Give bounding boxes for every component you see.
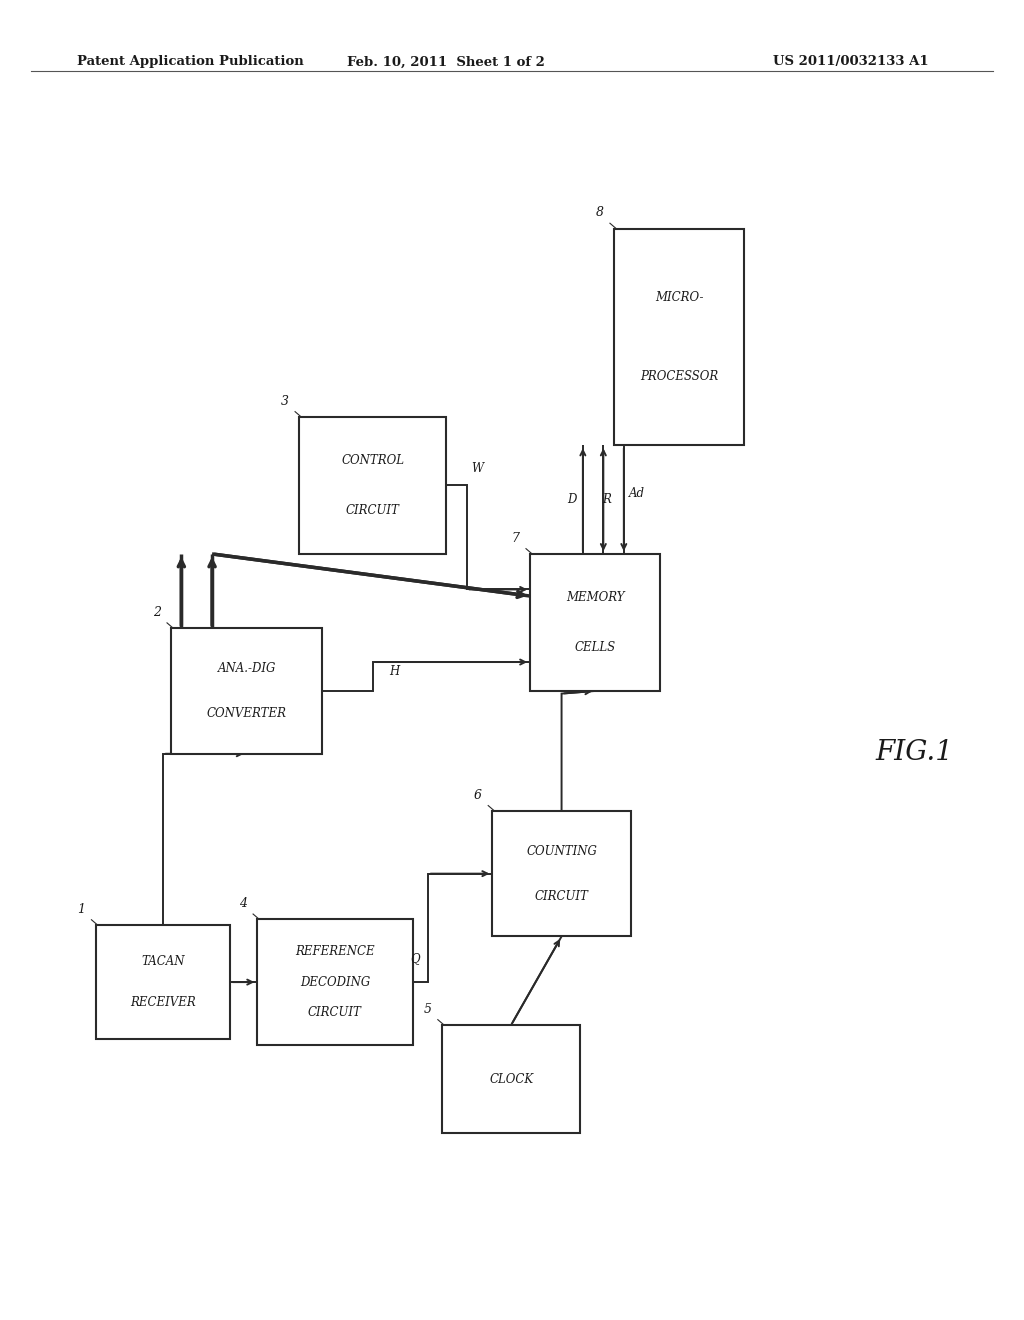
Text: Q: Q bbox=[410, 952, 420, 965]
FancyBboxPatch shape bbox=[530, 554, 660, 690]
Text: DECODING: DECODING bbox=[300, 975, 370, 989]
Text: CIRCUIT: CIRCUIT bbox=[308, 1006, 361, 1019]
Text: TACAN: TACAN bbox=[141, 956, 184, 968]
Text: 1: 1 bbox=[77, 903, 85, 916]
Text: ANA.-DIG: ANA.-DIG bbox=[217, 661, 275, 675]
Text: REFERENCE: REFERENCE bbox=[295, 945, 375, 958]
Text: 2: 2 bbox=[153, 606, 161, 619]
FancyBboxPatch shape bbox=[493, 810, 631, 936]
Text: W: W bbox=[472, 462, 483, 475]
Text: US 2011/0032133 A1: US 2011/0032133 A1 bbox=[773, 55, 929, 69]
Text: CONTROL: CONTROL bbox=[341, 454, 404, 467]
Text: Feb. 10, 2011  Sheet 1 of 2: Feb. 10, 2011 Sheet 1 of 2 bbox=[346, 55, 545, 69]
Text: CIRCUIT: CIRCUIT bbox=[535, 890, 589, 903]
Text: MICRO-: MICRO- bbox=[655, 292, 703, 305]
FancyBboxPatch shape bbox=[299, 417, 446, 554]
Text: 8: 8 bbox=[596, 206, 604, 219]
Text: 3: 3 bbox=[281, 395, 289, 408]
Text: CELLS: CELLS bbox=[574, 640, 615, 653]
Text: R: R bbox=[602, 494, 611, 506]
Text: Patent Application Publication: Patent Application Publication bbox=[77, 55, 303, 69]
Text: CONVERTER: CONVERTER bbox=[207, 708, 287, 721]
Text: MEMORY: MEMORY bbox=[566, 591, 625, 605]
Text: CLOCK: CLOCK bbox=[489, 1073, 534, 1085]
Text: PROCESSOR: PROCESSOR bbox=[640, 370, 718, 383]
Text: 4: 4 bbox=[239, 898, 247, 909]
Text: FIG.1: FIG.1 bbox=[876, 739, 953, 766]
Text: RECEIVER: RECEIVER bbox=[130, 997, 196, 1010]
Text: H: H bbox=[389, 665, 399, 677]
Text: D: D bbox=[567, 494, 577, 506]
Text: 6: 6 bbox=[474, 788, 482, 801]
Text: Ad: Ad bbox=[629, 487, 645, 499]
Text: CIRCUIT: CIRCUIT bbox=[346, 504, 399, 516]
Text: 5: 5 bbox=[424, 1003, 432, 1015]
FancyBboxPatch shape bbox=[442, 1024, 581, 1134]
FancyBboxPatch shape bbox=[171, 628, 323, 754]
FancyBboxPatch shape bbox=[614, 228, 744, 445]
FancyBboxPatch shape bbox=[95, 925, 229, 1039]
Text: COUNTING: COUNTING bbox=[526, 845, 597, 858]
FancyBboxPatch shape bbox=[257, 919, 413, 1045]
Text: 7: 7 bbox=[512, 532, 520, 545]
